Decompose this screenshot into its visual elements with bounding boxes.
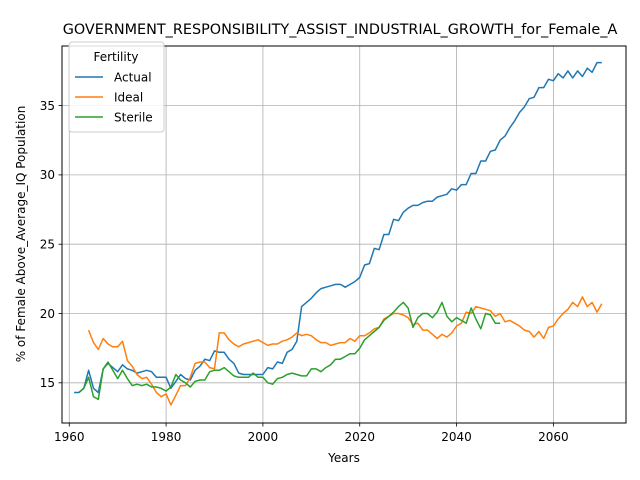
legend-label-actual: Actual bbox=[114, 70, 152, 84]
series-lines bbox=[74, 61, 603, 406]
x-axis-ticks: 1960 1980 2000 2020 2040 2060 bbox=[54, 423, 569, 444]
x-tick-label: 2040 bbox=[441, 430, 472, 444]
grid-lines bbox=[62, 46, 626, 423]
y-tick-label: 25 bbox=[40, 238, 55, 252]
x-axis-label: Years bbox=[327, 451, 360, 465]
legend-box bbox=[68, 41, 165, 133]
legend-label-ideal: Ideal bbox=[114, 90, 143, 104]
legend-label-sterile: Sterile bbox=[114, 110, 153, 124]
y-tick-label: 20 bbox=[40, 307, 55, 321]
series-line-sterile bbox=[78, 301, 501, 401]
plot-frame bbox=[61, 45, 627, 424]
chart-title: GOVERNMENT_RESPONSIBILITY_ASSIST_INDUSTR… bbox=[63, 22, 618, 38]
y-tick-label: 35 bbox=[40, 99, 55, 113]
y-axis-ticks: 15 20 25 30 35 bbox=[40, 99, 62, 390]
y-tick-label: 30 bbox=[40, 168, 55, 182]
legend: Fertility Actual Ideal Sterile bbox=[68, 41, 165, 133]
series-line-ideal bbox=[87, 296, 603, 406]
x-tick-label: 2020 bbox=[344, 430, 375, 444]
x-tick-label: 1980 bbox=[151, 430, 182, 444]
x-tick-label: 2000 bbox=[248, 430, 279, 444]
series-line-actual bbox=[74, 61, 602, 394]
legend-title: Fertility bbox=[93, 50, 138, 64]
y-axis-label: % of Female Above_Average_IQ Population bbox=[14, 106, 28, 363]
legend-entries: Actual Ideal Sterile bbox=[75, 70, 153, 124]
x-tick-label: 1960 bbox=[54, 430, 85, 444]
y-tick-label: 15 bbox=[40, 376, 55, 390]
x-tick-label: 2060 bbox=[538, 430, 569, 444]
